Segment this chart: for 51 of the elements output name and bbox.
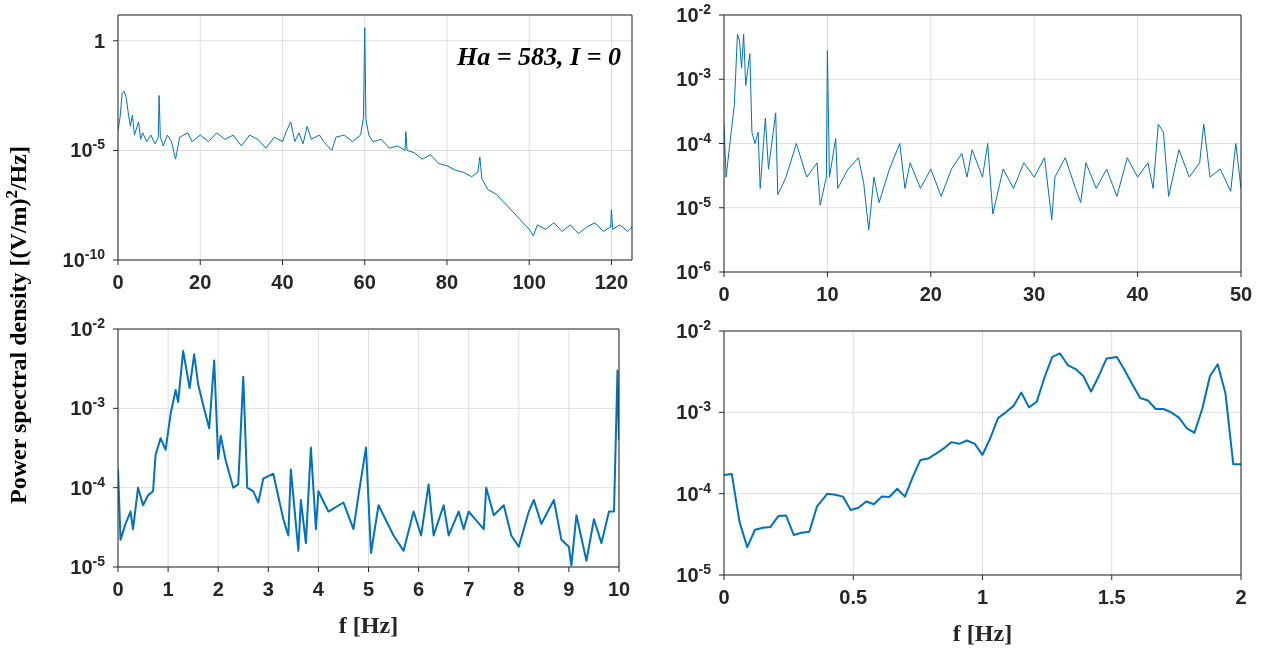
y-tick-label: 10$^{-10}$: [62, 246, 106, 271]
x-tick-label: 0.5: [839, 586, 868, 608]
y-tick-label: 10$^{-4}$: [676, 129, 712, 155]
x-tick-label: 20: [919, 283, 942, 305]
line-series: [118, 27, 632, 237]
x-tick-label: 50: [1229, 283, 1253, 305]
x-tick-label: 6: [413, 578, 425, 600]
x-tick-label: 40: [1126, 283, 1149, 305]
line-series: [724, 33, 1241, 231]
x-tick-label: 3: [262, 578, 274, 600]
x-tick-label: 40: [271, 271, 294, 293]
x-tick-label: 30: [1023, 283, 1046, 305]
annotation: Ha = 583, I = 0: [457, 42, 621, 72]
x-tick-label: 20: [189, 271, 212, 293]
x-tick-label: 2: [1235, 586, 1247, 608]
y-tick-label: 10$^{-5}$: [676, 561, 712, 586]
x-tick-label: 0: [718, 283, 730, 305]
y-tick-label: 10$^{-3}$: [70, 394, 106, 420]
x-tick-label: 8: [513, 578, 525, 600]
x-tick-label: 4: [312, 578, 325, 600]
y-tick-label: 10$^{-5}$: [676, 193, 712, 219]
y-tick-label: 10$^{-6}$: [676, 258, 712, 283]
y-tick-label: 10$^{-3}$: [676, 398, 712, 424]
x-tick-label: 2: [212, 578, 224, 600]
y-tick-label: 10$^{-2}$: [676, 1, 712, 26]
x-tick-label: 10: [816, 283, 839, 305]
line-series: [724, 352, 1241, 549]
y-tick-label: 10$^{-5}$: [70, 553, 106, 578]
y-tick-label: 10$^{-4}$: [70, 473, 106, 499]
x-tick-label: 1: [162, 578, 174, 600]
x-tick-label: 100: [512, 271, 546, 293]
y-tick-label: 10$^{-4}$: [676, 479, 712, 505]
x-axis-title: f [Hz]: [338, 612, 399, 638]
y-tick-label: 10$^{-2}$: [70, 315, 106, 340]
x-tick-label: 60: [353, 271, 376, 293]
x-tick-label: 0: [112, 271, 124, 293]
y-tick-label: 1: [93, 29, 105, 52]
y-tick-label: 10$^{-3}$: [676, 65, 712, 91]
x-tick-label: 0: [718, 586, 730, 608]
x-tick-label: 10: [607, 578, 631, 600]
x-tick-label: 7: [463, 578, 475, 600]
x-tick-label: 1: [976, 586, 989, 608]
x-tick-label: 0: [112, 578, 124, 600]
x-tick-label: 120: [594, 271, 629, 293]
x-tick-label: 80: [435, 271, 459, 293]
x-axis-title: f [Hz]: [952, 620, 1013, 646]
x-tick-label: 1.5: [1097, 586, 1126, 608]
x-tick-label: 9: [563, 578, 575, 600]
y-tick-label: 10$^{-2}$: [676, 317, 712, 342]
y-tick-label: 10$^{-5}$: [70, 136, 106, 162]
x-tick-label: 5: [362, 578, 375, 600]
